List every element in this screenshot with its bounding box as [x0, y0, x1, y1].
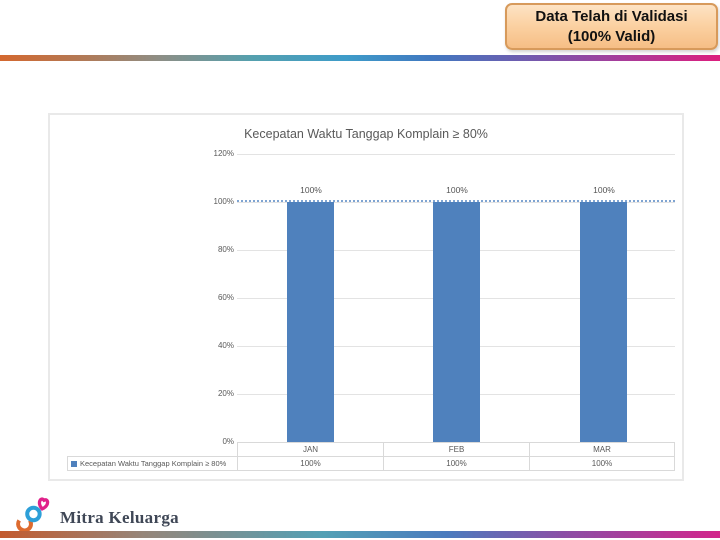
top-divider-gradient	[0, 55, 720, 61]
bar-value-label-jan: 100%	[300, 185, 322, 195]
badge-line-1: Data Telah di Validasi	[535, 7, 688, 25]
value-cell-jan: 100%	[237, 456, 384, 471]
y-tick-100: 100%	[213, 197, 234, 206]
mitra-keluarga-logo-icon	[16, 497, 50, 533]
target-dotted-line	[237, 200, 675, 202]
bar-jan	[287, 202, 334, 442]
category-cell-mar: MAR	[529, 442, 675, 457]
legend-cell: Kecepatan Waktu Tanggap Komplain ≥ 80%	[67, 456, 238, 471]
bottom-divider-gradient	[0, 531, 720, 538]
y-tick-0: 0%	[222, 437, 234, 446]
bar-feb	[433, 202, 480, 442]
bar-mar	[580, 202, 627, 442]
brand-name: Mitra Keluarga	[60, 508, 179, 527]
y-tick-80: 80%	[217, 245, 234, 254]
badge-line-2: (100% Valid)	[567, 27, 656, 45]
chart-panel: Kecepatan Waktu Tanggap Komplain ≥ 80% 1…	[48, 113, 684, 481]
value-cell-mar: 100%	[529, 456, 675, 471]
chart-title: Kecepatan Waktu Tanggap Komplain ≥ 80%	[244, 127, 488, 141]
y-tick-120: 120%	[213, 149, 234, 158]
y-tick-60: 60%	[217, 293, 234, 302]
gridline-120	[237, 154, 675, 155]
validation-badge: Data Telah di Validasi (100% Valid)	[505, 3, 718, 50]
legend-color-swatch-icon	[71, 460, 77, 467]
category-cell-feb: FEB	[383, 442, 530, 457]
y-tick-20: 20%	[217, 389, 234, 398]
category-cell-jan: JAN	[237, 442, 384, 457]
bar-value-label-feb: 100%	[446, 185, 468, 195]
legend-series-label: Kecepatan Waktu Tanggap Komplain ≥ 80%	[80, 459, 227, 468]
bar-value-label-mar: 100%	[593, 185, 615, 195]
y-tick-40: 40%	[217, 341, 234, 350]
value-cell-feb: 100%	[383, 456, 530, 471]
brand-footer: Mitra Keluarga	[14, 494, 179, 534]
